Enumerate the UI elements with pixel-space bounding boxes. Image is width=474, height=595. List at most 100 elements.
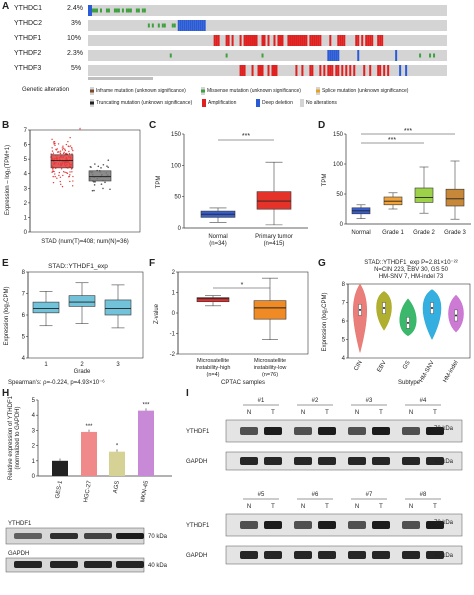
alteration-cell (355, 35, 358, 46)
pct-label: 2.4% (67, 5, 83, 12)
y-tick-label: 0 (172, 311, 176, 317)
data-point (64, 152, 67, 155)
alteration-cell (395, 50, 398, 61)
blot-band (294, 457, 312, 465)
y-tick-label: 150 (333, 132, 344, 138)
blot-band (84, 533, 112, 539)
data-point (72, 180, 74, 182)
y-axis-label: (normalized to GAPDH) (15, 406, 21, 469)
y-tick-label: -2 (170, 352, 176, 358)
violin-median (431, 307, 433, 310)
alteration-cell (115, 8, 118, 13)
y-tick-label: 4 (24, 172, 28, 178)
y-tick-label: 4 (342, 356, 346, 362)
alteration-cell (329, 65, 332, 76)
data-point (67, 140, 69, 143)
alteration-cell (113, 8, 116, 13)
data-point (62, 171, 65, 173)
alteration-cell (387, 65, 390, 76)
data-point (69, 171, 71, 173)
data-point (68, 150, 70, 153)
data-point (71, 171, 73, 173)
alteration-cell (369, 65, 372, 76)
blot-strip (225, 451, 463, 471)
alteration-cell (267, 65, 270, 76)
alteration-cell (187, 20, 190, 31)
footnote: Spearman's: ρ=-0.224, p=4.93×10⁻⁶ (8, 379, 105, 386)
blot-band (116, 533, 144, 539)
alteration-cell (333, 50, 336, 61)
y-tick-label: 5 (22, 335, 26, 341)
alteration-cell (337, 50, 340, 61)
x-tick-label: CIN (353, 360, 363, 372)
y-tick-label: 6 (342, 319, 346, 325)
panel-label-g: G (318, 258, 326, 269)
x-tick-label: Normal (351, 230, 370, 236)
alteration-cell (317, 35, 320, 46)
alteration-cell (171, 23, 174, 28)
data-point (60, 183, 62, 186)
x-tick-label: (n=415) (264, 241, 285, 247)
y-tick-label: 3 (24, 186, 28, 192)
x-tick-label: Grade 3 (444, 230, 466, 236)
data-point (100, 183, 103, 185)
alteration-cell (429, 53, 432, 58)
alteration-cell (301, 35, 304, 46)
alteration-cell (305, 35, 308, 46)
blot-row-label: GAPDH (186, 553, 207, 559)
alteration-cell (125, 8, 128, 13)
blot-size-label: 40 kDa (434, 553, 454, 559)
alteration-cell (121, 8, 124, 13)
lane-label-n: N (409, 410, 413, 416)
legend-item: Truncating mutation (unknown significanc… (96, 100, 193, 106)
alteration-cell (357, 35, 360, 46)
legend-swatch-fill (300, 99, 304, 107)
x-tick-label: HM-SNV (419, 360, 436, 384)
data-point (51, 138, 53, 141)
blot-band (14, 533, 42, 539)
x-tick-label: HGC-27 (83, 480, 93, 503)
blot-band (240, 457, 258, 465)
box (104, 299, 132, 316)
data-point (94, 181, 96, 183)
alteration-cell (315, 35, 318, 46)
alteration-cell (201, 20, 204, 31)
blot-band (372, 521, 390, 529)
alteration-cell (303, 35, 306, 46)
lane-label-n: N (247, 504, 251, 510)
data-point (90, 166, 92, 168)
violin-median (455, 314, 457, 317)
y-tick-label: 0 (32, 474, 36, 480)
data-point (61, 185, 64, 188)
alteration-cell (199, 20, 202, 31)
alteration-cell (253, 35, 256, 46)
legend-swatch-fill (90, 101, 94, 105)
data-point (97, 165, 100, 168)
y-tick-label: 150 (171, 132, 182, 138)
x-tick-label: AGS (113, 480, 121, 494)
blot-size-label: 70 kDa (434, 520, 454, 526)
alteration-cell (239, 35, 242, 46)
lane-label-t: T (379, 504, 383, 510)
x-tick-label: (n=34) (209, 241, 227, 247)
y-tick-label: 8 (22, 270, 26, 276)
y-tick-label: 2 (32, 444, 36, 450)
y-tick-label: 3 (32, 428, 36, 434)
chart-c: 0 50 100 150 TPM Normal(n=34) Primary tumor(n=… (156, 132, 308, 247)
western-blot-i: #1 N T #2 N T #3 N T #4 N T YTHDF1 GAPDH 70 kDa 40 kDa #… (186, 398, 463, 565)
significance-label: *** (388, 137, 396, 144)
data-point (106, 165, 108, 167)
pct-label: 5% (71, 65, 82, 72)
alteration-cell (367, 35, 370, 46)
data-point (104, 181, 106, 184)
alteration-cell (353, 65, 356, 76)
y-tick-label: 5 (342, 338, 346, 344)
data-point (68, 152, 71, 155)
alteration-cell (271, 65, 274, 76)
x-axis-label: CPTAC samples (221, 380, 265, 386)
alteration-cell (255, 35, 258, 46)
y-axis-label: TPM (156, 176, 162, 189)
lane-label-t: T (433, 504, 437, 510)
lane-label-t: T (325, 504, 329, 510)
